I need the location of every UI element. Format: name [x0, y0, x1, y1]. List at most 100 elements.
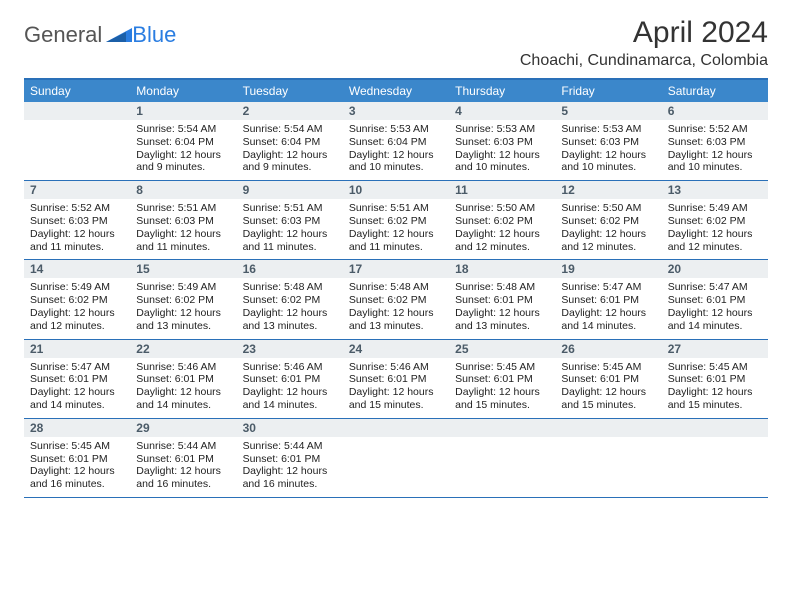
sunset-text: Sunset: 6:01 PM: [455, 294, 549, 307]
sunset-text: Sunset: 6:02 PM: [349, 215, 443, 228]
sunset-text: Sunset: 6:01 PM: [136, 453, 230, 466]
day-number: 12: [555, 181, 661, 199]
day-cell: 15Sunrise: 5:49 AMSunset: 6:02 PMDayligh…: [130, 260, 236, 338]
day-cell: 29Sunrise: 5:44 AMSunset: 6:01 PMDayligh…: [130, 419, 236, 497]
sunset-text: Sunset: 6:02 PM: [349, 294, 443, 307]
day-cell: 9Sunrise: 5:51 AMSunset: 6:03 PMDaylight…: [237, 181, 343, 259]
header: General Blue April 2024 Choachi, Cundina…: [24, 16, 768, 70]
sunset-text: Sunset: 6:04 PM: [243, 136, 337, 149]
weeks-container: 1Sunrise: 5:54 AMSunset: 6:04 PMDaylight…: [24, 102, 768, 498]
sunrise-text: Sunrise: 5:53 AM: [455, 123, 549, 136]
day-cell: 19Sunrise: 5:47 AMSunset: 6:01 PMDayligh…: [555, 260, 661, 338]
day-cell: 4Sunrise: 5:53 AMSunset: 6:03 PMDaylight…: [449, 102, 555, 180]
day-number: 29: [130, 419, 236, 437]
day-details: Sunrise: 5:54 AMSunset: 6:04 PMDaylight:…: [237, 120, 343, 180]
daylight1-text: Daylight: 12 hours: [30, 307, 124, 320]
day-details: Sunrise: 5:45 AMSunset: 6:01 PMDaylight:…: [449, 358, 555, 418]
sunrise-text: Sunrise: 5:47 AM: [668, 281, 762, 294]
day-number: 15: [130, 260, 236, 278]
daylight2-text: and 11 minutes.: [349, 241, 443, 254]
daylight1-text: Daylight: 12 hours: [561, 149, 655, 162]
sunrise-text: Sunrise: 5:48 AM: [243, 281, 337, 294]
sunrise-text: Sunrise: 5:51 AM: [349, 202, 443, 215]
day-details: Sunrise: 5:45 AMSunset: 6:01 PMDaylight:…: [555, 358, 661, 418]
sunset-text: Sunset: 6:02 PM: [561, 215, 655, 228]
sunset-text: Sunset: 6:01 PM: [30, 373, 124, 386]
day-number: 13: [662, 181, 768, 199]
daylight2-text: and 12 minutes.: [455, 241, 549, 254]
day-details: Sunrise: 5:46 AMSunset: 6:01 PMDaylight:…: [130, 358, 236, 418]
day-details: Sunrise: 5:48 AMSunset: 6:02 PMDaylight:…: [343, 278, 449, 338]
day-details: Sunrise: 5:47 AMSunset: 6:01 PMDaylight:…: [662, 278, 768, 338]
sunrise-text: Sunrise: 5:54 AM: [136, 123, 230, 136]
dow-header: Wednesday: [343, 80, 449, 102]
sunrise-text: Sunrise: 5:45 AM: [561, 361, 655, 374]
day-number: 9: [237, 181, 343, 199]
daylight2-text: and 13 minutes.: [349, 320, 443, 333]
sunset-text: Sunset: 6:01 PM: [668, 373, 762, 386]
day-cell: 17Sunrise: 5:48 AMSunset: 6:02 PMDayligh…: [343, 260, 449, 338]
day-number: [662, 419, 768, 437]
day-cell: 1Sunrise: 5:54 AMSunset: 6:04 PMDaylight…: [130, 102, 236, 180]
daylight1-text: Daylight: 12 hours: [349, 149, 443, 162]
sunset-text: Sunset: 6:03 PM: [30, 215, 124, 228]
sunset-text: Sunset: 6:02 PM: [455, 215, 549, 228]
title-block: April 2024 Choachi, Cundinamarca, Colomb…: [520, 16, 768, 70]
daylight1-text: Daylight: 12 hours: [455, 307, 549, 320]
week-row: 14Sunrise: 5:49 AMSunset: 6:02 PMDayligh…: [24, 260, 768, 339]
sunrise-text: Sunrise: 5:49 AM: [136, 281, 230, 294]
day-cell: 27Sunrise: 5:45 AMSunset: 6:01 PMDayligh…: [662, 340, 768, 418]
day-cell: 24Sunrise: 5:46 AMSunset: 6:01 PMDayligh…: [343, 340, 449, 418]
day-cell: 16Sunrise: 5:48 AMSunset: 6:02 PMDayligh…: [237, 260, 343, 338]
sunset-text: Sunset: 6:04 PM: [136, 136, 230, 149]
dow-header: Tuesday: [237, 80, 343, 102]
day-number: 30: [237, 419, 343, 437]
daylight2-text: and 12 minutes.: [30, 320, 124, 333]
daylight2-text: and 13 minutes.: [455, 320, 549, 333]
day-number: 24: [343, 340, 449, 358]
daylight2-text: and 13 minutes.: [136, 320, 230, 333]
day-details: Sunrise: 5:50 AMSunset: 6:02 PMDaylight:…: [555, 199, 661, 259]
day-cell: 7Sunrise: 5:52 AMSunset: 6:03 PMDaylight…: [24, 181, 130, 259]
sunrise-text: Sunrise: 5:44 AM: [136, 440, 230, 453]
day-cell: 14Sunrise: 5:49 AMSunset: 6:02 PMDayligh…: [24, 260, 130, 338]
day-details: Sunrise: 5:46 AMSunset: 6:01 PMDaylight:…: [343, 358, 449, 418]
day-number: 20: [662, 260, 768, 278]
sunrise-text: Sunrise: 5:46 AM: [136, 361, 230, 374]
day-details: Sunrise: 5:48 AMSunset: 6:01 PMDaylight:…: [449, 278, 555, 338]
day-number: 25: [449, 340, 555, 358]
day-details: Sunrise: 5:49 AMSunset: 6:02 PMDaylight:…: [130, 278, 236, 338]
day-number: 11: [449, 181, 555, 199]
day-cell: 8Sunrise: 5:51 AMSunset: 6:03 PMDaylight…: [130, 181, 236, 259]
daylight1-text: Daylight: 12 hours: [243, 465, 337, 478]
day-cell: [662, 419, 768, 497]
day-number: 16: [237, 260, 343, 278]
dow-header: Sunday: [24, 80, 130, 102]
day-number: 22: [130, 340, 236, 358]
daylight2-text: and 14 minutes.: [668, 320, 762, 333]
daylight2-text: and 11 minutes.: [243, 241, 337, 254]
sunset-text: Sunset: 6:01 PM: [668, 294, 762, 307]
location-subtitle: Choachi, Cundinamarca, Colombia: [520, 52, 768, 70]
day-details: Sunrise: 5:50 AMSunset: 6:02 PMDaylight:…: [449, 199, 555, 259]
day-number: 7: [24, 181, 130, 199]
sunrise-text: Sunrise: 5:49 AM: [668, 202, 762, 215]
day-number: 23: [237, 340, 343, 358]
daylight1-text: Daylight: 12 hours: [455, 386, 549, 399]
daylight1-text: Daylight: 12 hours: [349, 386, 443, 399]
sunrise-text: Sunrise: 5:52 AM: [668, 123, 762, 136]
sunrise-text: Sunrise: 5:46 AM: [243, 361, 337, 374]
sunrise-text: Sunrise: 5:51 AM: [136, 202, 230, 215]
daylight1-text: Daylight: 12 hours: [136, 386, 230, 399]
day-cell: 5Sunrise: 5:53 AMSunset: 6:03 PMDaylight…: [555, 102, 661, 180]
day-cell: [449, 419, 555, 497]
day-details: Sunrise: 5:52 AMSunset: 6:03 PMDaylight:…: [662, 120, 768, 180]
daylight1-text: Daylight: 12 hours: [136, 307, 230, 320]
dow-header: Thursday: [449, 80, 555, 102]
daylight2-text: and 12 minutes.: [668, 241, 762, 254]
sunset-text: Sunset: 6:01 PM: [30, 453, 124, 466]
day-details: Sunrise: 5:51 AMSunset: 6:02 PMDaylight:…: [343, 199, 449, 259]
sunrise-text: Sunrise: 5:47 AM: [561, 281, 655, 294]
day-cell: [343, 419, 449, 497]
daylight1-text: Daylight: 12 hours: [30, 465, 124, 478]
